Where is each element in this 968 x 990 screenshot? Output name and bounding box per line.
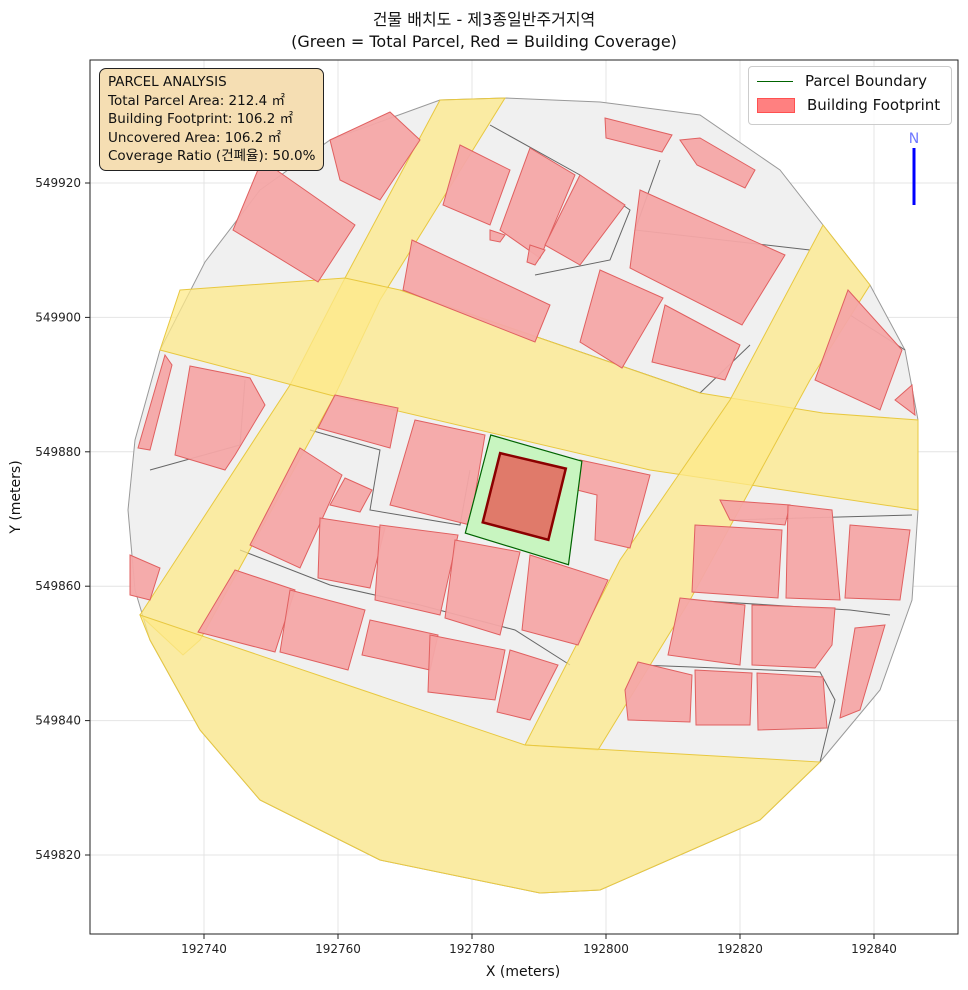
building-footprint (526, 244, 546, 266)
building-footprint (604, 117, 673, 153)
building-footprint (317, 517, 386, 589)
building-footprint (576, 459, 651, 549)
y-tick-label: 549920 (35, 176, 81, 190)
y-tick-label: 549900 (35, 310, 81, 324)
x-tick-label: 192840 (851, 942, 897, 956)
building-footprint (667, 597, 746, 666)
building-footprint (174, 365, 266, 471)
y-tick-label: 549820 (35, 848, 81, 862)
info-uncovered: Uncovered Area: 106.2 ㎡ (108, 129, 282, 146)
building-footprint (691, 524, 783, 599)
building-footprint (137, 353, 173, 451)
legend-label: Building Footprint (807, 96, 941, 114)
building-footprint (579, 269, 664, 369)
building-footprint (751, 604, 836, 669)
building-footprint (719, 499, 791, 526)
building-footprint (756, 672, 828, 731)
building-footprint (197, 569, 296, 653)
building-footprint (785, 504, 841, 601)
building-footprint (442, 144, 511, 226)
y-axis: 549920 549900 549880 549860 549840 549820 (35, 176, 90, 862)
building-footprint (317, 394, 399, 449)
building-footprint (329, 111, 421, 201)
y-tick-label: 549880 (35, 445, 81, 459)
x-axis: 192740 192760 192780 192800 192820 192840 (181, 934, 897, 956)
x-tick-label: 192780 (449, 942, 495, 956)
building-footprint (489, 229, 506, 243)
legend-item-parcel: Parcel Boundary (757, 72, 927, 90)
building-footprint-swatch (757, 97, 795, 113)
building-footprint (329, 477, 373, 513)
building-footprint (544, 174, 626, 266)
building-footprint (839, 624, 886, 719)
building-footprint (129, 554, 161, 601)
building-footprint (444, 539, 521, 636)
building-footprint (374, 524, 459, 616)
y-axis-label: Y (meters) (8, 460, 24, 534)
x-axis-label: X (meters) (486, 964, 560, 980)
building-footprint (694, 669, 753, 726)
x-tick-label: 192760 (315, 942, 361, 956)
building-footprint (651, 304, 741, 381)
y-tick-label: 549840 (35, 714, 81, 728)
building-footprint (894, 383, 916, 417)
x-tick-label: 192740 (181, 942, 227, 956)
building-footprint (427, 634, 506, 701)
building-footprint (496, 649, 559, 721)
building-footprint (402, 239, 551, 343)
road-south (139, 614, 822, 894)
info-ratio: Coverage Ratio (건폐율): 50.0% (108, 148, 316, 164)
building-footprint (679, 137, 756, 189)
building-footprint (232, 159, 356, 283)
building-footprint (521, 554, 609, 646)
building-footprint (844, 524, 911, 601)
legend-item-building: Building Footprint (757, 96, 940, 114)
chart-title-line1: 건물 배치도 - 제3종일반주거지역 (372, 10, 596, 29)
info-footprint: Building Footprint: 106.2 ㎡ (108, 111, 294, 127)
legend-label: Parcel Boundary (805, 72, 928, 90)
building-footprint (249, 447, 343, 569)
parcel-boundary-swatch (757, 80, 793, 82)
info-heading: PARCEL ANALYSIS (108, 74, 227, 90)
building-footprint (624, 661, 693, 723)
x-tick-label: 192820 (717, 942, 763, 956)
chart-title-line2: (Green = Total Parcel, Red = Building Co… (291, 32, 677, 51)
legend: Parcel Boundary Building Footprint (748, 66, 952, 125)
x-tick-label: 192800 (583, 942, 629, 956)
parcel-analysis-box: PARCEL ANALYSIS Total Parcel Area: 212.4… (99, 68, 325, 171)
north-arrow-label: N (909, 131, 919, 147)
building-footprint (814, 289, 903, 411)
plot-frame (89, 59, 959, 935)
info-total-area: Total Parcel Area: 212.4 ㎡ (108, 92, 285, 109)
building-footprint (279, 589, 366, 671)
building-footprint (629, 189, 786, 326)
y-tick-label: 549860 (35, 579, 81, 593)
target-building-footprint[interactable] (481, 451, 568, 542)
